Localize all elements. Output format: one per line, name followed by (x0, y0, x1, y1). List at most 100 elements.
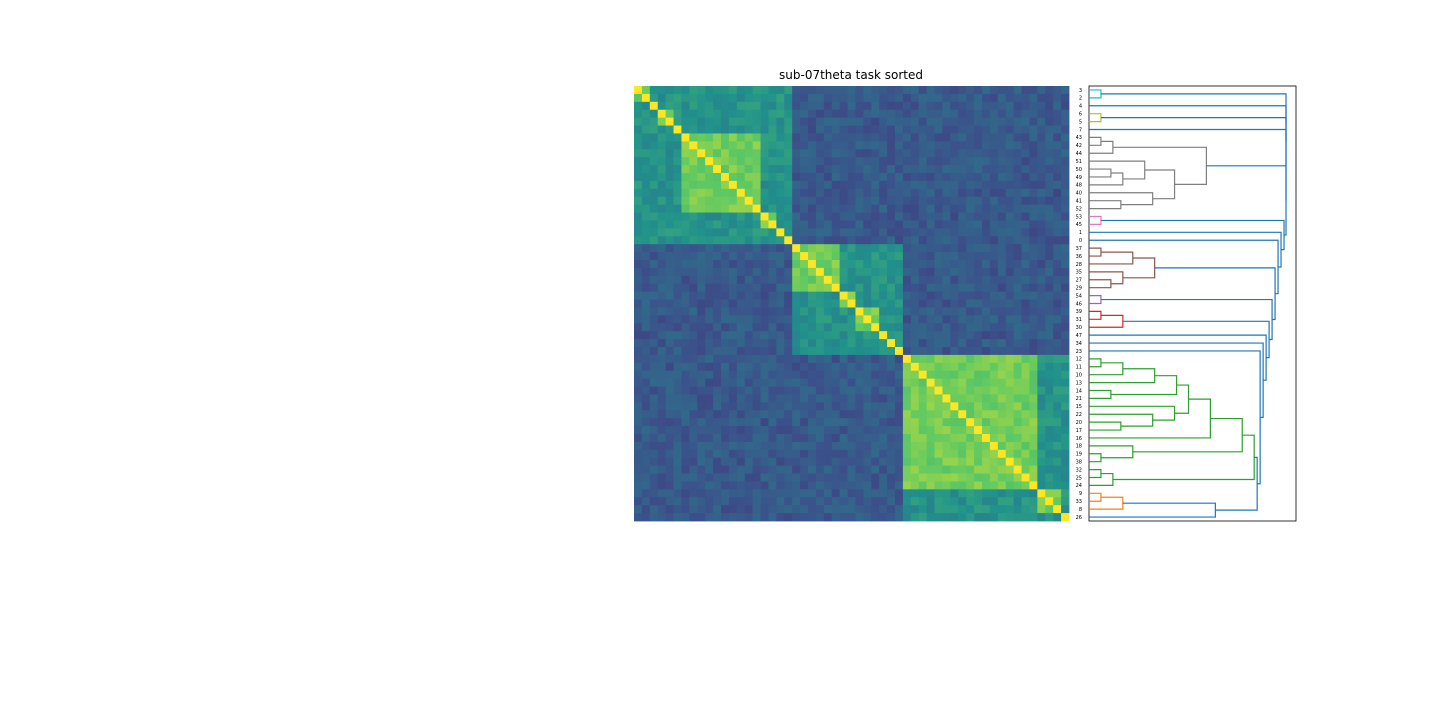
heatmap-cell (910, 283, 920, 293)
heatmap-cell (641, 212, 651, 221)
heatmap-cell (800, 109, 809, 119)
heatmap-cell (918, 441, 928, 451)
heatmap-cell (657, 196, 667, 206)
heatmap-cell (855, 133, 864, 142)
heatmap-cell (855, 513, 864, 522)
heatmap-cell (673, 378, 682, 387)
leaf-tick-label: 7 (1079, 127, 1082, 133)
heatmap-cell (705, 481, 714, 490)
heatmap-cell (958, 323, 967, 332)
heatmap-cell (958, 315, 967, 324)
heatmap-cell (989, 347, 999, 356)
heatmap-cell (721, 236, 730, 245)
heatmap-cell (744, 489, 754, 498)
heatmap-cell (934, 513, 943, 522)
heatmap-cell (926, 513, 935, 522)
leaf-labels: 3246574342445150494840415253451037362835… (1076, 88, 1082, 521)
heatmap-cell (1061, 101, 1070, 111)
heatmap-cell (689, 505, 698, 514)
heatmap-cell (800, 228, 809, 237)
heatmap-cell (982, 180, 991, 190)
heatmap-cell (697, 220, 706, 229)
heatmap-cell (673, 513, 682, 522)
heatmap-cell (910, 299, 920, 308)
heatmap-cell (982, 267, 991, 277)
heatmap-cell (760, 180, 769, 190)
heatmap-cell (1029, 109, 1038, 119)
heatmap-cell (641, 244, 651, 253)
heatmap-cell (823, 465, 833, 474)
heatmap-cell (760, 402, 769, 411)
heatmap-cell (1045, 220, 1054, 229)
heatmap-cell (657, 157, 667, 166)
heatmap-cell (839, 133, 848, 142)
heatmap-cell (1013, 457, 1022, 467)
heatmap-cell (744, 449, 754, 459)
heatmap-cell (744, 378, 754, 387)
heatmap-cell (902, 149, 912, 158)
heatmap-cell (760, 212, 769, 221)
heatmap-cell (982, 101, 991, 111)
heatmap-cell (855, 457, 864, 467)
heatmap-cell (641, 291, 651, 300)
heatmap-cell (792, 291, 801, 300)
heatmap-cell (815, 125, 825, 134)
heatmap-cell (784, 196, 793, 206)
heatmap-cell (649, 347, 659, 356)
heatmap-cell (879, 331, 888, 340)
heatmap-cell (736, 101, 746, 111)
heatmap-cell (997, 267, 1007, 277)
heatmap-cell (808, 244, 817, 253)
heatmap-cell (689, 473, 698, 482)
heatmap-cell (950, 434, 959, 443)
heatmap-cell (1045, 149, 1054, 158)
heatmap-cell (847, 513, 856, 522)
heatmap-cell (902, 465, 912, 474)
heatmap-cell (855, 204, 864, 213)
heatmap-cell (1037, 220, 1046, 229)
heatmap-cell (784, 133, 793, 142)
heatmap-cell (831, 505, 841, 514)
heatmap-cell (902, 362, 912, 372)
heatmap-cell (768, 125, 777, 134)
heatmap-cell (934, 117, 943, 126)
heatmap-cell (665, 457, 674, 467)
heatmap-cell (1013, 307, 1022, 316)
heatmap-cell (634, 141, 643, 150)
heatmap-cell (1061, 86, 1070, 95)
heatmap-cell (815, 449, 825, 459)
heatmap-cell (934, 394, 943, 403)
heatmap-cell (1037, 101, 1046, 111)
heatmap-cell (966, 244, 975, 253)
heatmap-cell (1045, 275, 1054, 285)
heatmap-cell (1053, 252, 1062, 261)
heatmap-cell (697, 386, 706, 395)
heatmap-cell (863, 370, 872, 380)
dendrogram-link (1089, 172, 1124, 186)
heatmap-cell (697, 426, 706, 435)
heatmap-cell (966, 323, 975, 332)
heatmap-cell (918, 196, 928, 206)
heatmap-cell (808, 410, 817, 419)
heatmap-cell (1061, 252, 1070, 261)
heatmap-cell (1053, 275, 1062, 285)
heatmap-cell (697, 489, 706, 498)
heatmap-cell (752, 86, 761, 95)
heatmap-cell (784, 426, 793, 435)
heatmap-cell (942, 434, 951, 443)
heatmap-cell (728, 204, 738, 213)
heatmap-cell (831, 339, 841, 348)
heatmap-cell (1045, 291, 1054, 300)
heatmap-cell (1061, 307, 1070, 316)
heatmap-cell (634, 370, 643, 380)
heatmap-cell (871, 394, 880, 403)
heatmap-cell (831, 378, 841, 387)
heatmap-cell (855, 410, 864, 419)
heatmap-cell (974, 149, 983, 158)
heatmap-cell (895, 125, 904, 134)
heatmap-cell (1029, 101, 1038, 111)
heatmap-cell (1005, 441, 1015, 451)
heatmap-cell (982, 149, 991, 158)
heatmap-cell (863, 386, 872, 395)
heatmap-cell (1053, 473, 1062, 482)
